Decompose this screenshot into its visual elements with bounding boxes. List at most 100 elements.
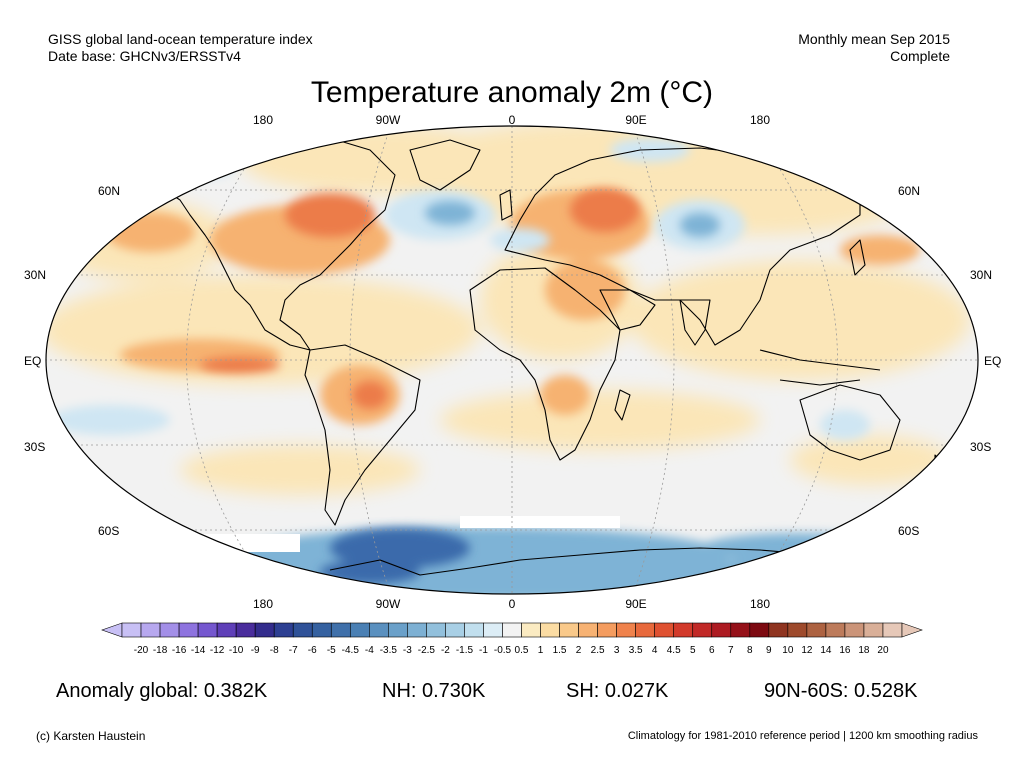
colorbar-tick-label: -5 xyxy=(326,645,336,656)
uk-outline xyxy=(499,189,513,221)
north-america-outline xyxy=(149,137,396,351)
colorbar-tick-label: 8 xyxy=(747,645,753,656)
colorbar-tick-label: 0.5 xyxy=(514,645,529,656)
lon-label-bottom-90w: 90W xyxy=(375,597,401,611)
lon-label-top-180e: 180 xyxy=(749,113,771,127)
colorbar-swatch xyxy=(369,622,389,638)
colorbar-swatch xyxy=(121,622,142,638)
lat-label-right-60s: 60S xyxy=(898,524,920,538)
global-anomaly: Anomaly global: 0.382K xyxy=(56,680,268,702)
colorbar-swatch xyxy=(578,622,598,638)
colorbar-swatch xyxy=(844,622,865,638)
globe-border xyxy=(45,125,979,595)
colorbar-tick-label: -2 xyxy=(440,645,450,656)
lon-label-bottom-180e: 180 xyxy=(749,597,771,611)
colorbar-tick-label: -12 xyxy=(209,645,225,656)
colorbar-swatch xyxy=(787,622,808,638)
colorbar-tick-label: -3.5 xyxy=(379,645,397,656)
colorbar-swatch xyxy=(521,622,541,638)
colorbar-swatch xyxy=(407,622,427,638)
colorbar-swatch xyxy=(464,622,484,638)
lat-label-left-30s: 30S xyxy=(24,440,46,454)
japan-outline xyxy=(849,239,866,276)
database-label: Date base: GHCNv3/ERSSTv4 xyxy=(48,48,241,64)
colorbar-tick-label: 9 xyxy=(766,645,772,656)
colorbar-swatch xyxy=(692,622,713,638)
south-america-outline xyxy=(304,344,421,526)
status-label: Complete xyxy=(890,48,950,64)
colorbar-swatch xyxy=(235,622,256,638)
colorbar-min-arrow xyxy=(101,622,123,638)
colorbar-tick-label: 1 xyxy=(537,645,544,656)
lat-label-right-30n: 30N xyxy=(970,268,993,282)
colorbar-tick-label: -14 xyxy=(190,645,206,656)
colorbar-swatch xyxy=(673,622,694,638)
colorbar-tick-label: 5 xyxy=(689,645,696,656)
arabia-outline xyxy=(599,289,656,331)
band-anomaly: 90N-60S: 0.528K xyxy=(764,680,918,702)
colorbar-tick-label: 10 xyxy=(782,645,794,656)
climatology-note: Climatology for 1981-2010 reference peri… xyxy=(627,730,978,742)
colorbar-swatch xyxy=(749,622,770,638)
colorbar-tick-label: -9 xyxy=(250,645,260,656)
colorbar-tick-label: 4.5 xyxy=(666,645,681,656)
colorbar-max-arrow xyxy=(901,622,923,638)
colorbar-tick-label: -7 xyxy=(288,645,298,656)
africa-outline xyxy=(469,267,621,461)
colorbar-tick-label: 1.5 xyxy=(552,645,567,656)
credit: (c) Karsten Haustein xyxy=(36,729,146,743)
colorbar-swatch xyxy=(483,622,503,638)
colorbar-tick-label: -1 xyxy=(479,645,488,656)
colorbar-tick-label: 18 xyxy=(858,645,870,656)
graticule xyxy=(46,126,978,594)
colorbar-swatch xyxy=(254,622,275,638)
lon-label-top-90e: 90E xyxy=(625,113,647,127)
warm-strong-regions xyxy=(200,188,640,409)
colorbar-tick-label: 3.5 xyxy=(628,645,643,656)
colorbar-swatch xyxy=(768,622,789,638)
colorbar-swatch xyxy=(806,622,827,638)
colorbar-swatch xyxy=(349,622,370,638)
colorbar-tick-label: 20 xyxy=(877,645,889,656)
colorbar-swatch xyxy=(273,622,294,638)
colorbar-tick-label: -6 xyxy=(307,645,317,656)
lat-label-left-60s: 60S xyxy=(98,524,120,538)
colorbar-swatch xyxy=(635,622,655,638)
colorbar-tick-label: 7 xyxy=(727,645,734,656)
lat-label-right-30s: 30S xyxy=(970,440,992,454)
lon-label-bottom-180w: 180 xyxy=(252,597,274,611)
australia-outline xyxy=(799,384,901,461)
maritime-continent-outline xyxy=(759,349,881,386)
nh-anomaly: NH: 0.730K xyxy=(382,680,486,702)
colorbar-tick-label: -4 xyxy=(364,645,374,656)
lon-label-bottom-0: 0 xyxy=(508,597,516,611)
new-zealand-outline xyxy=(934,454,946,481)
colorbar-swatch xyxy=(311,622,332,638)
colorbar-swatch xyxy=(559,622,579,638)
colorbar-swatch xyxy=(197,622,218,638)
colorbar-tick-label: -10 xyxy=(228,645,244,656)
colorbar-tick-label: 2.5 xyxy=(590,645,605,656)
colorbar-swatch xyxy=(711,622,732,638)
colorbar-tick-label: -0.5 xyxy=(493,645,512,656)
colorbar-tick-label: 2 xyxy=(575,645,582,656)
colorbar-swatch xyxy=(178,622,199,638)
colorbar-swatch xyxy=(388,622,408,638)
india-outline xyxy=(679,299,711,346)
colorbar-swatch xyxy=(140,622,161,638)
greenland-outline xyxy=(409,139,481,191)
colorbar xyxy=(101,622,923,638)
colorbar-swatch xyxy=(825,622,846,638)
colorbar-tick-label: -3 xyxy=(402,645,412,656)
colorbar-tick-label: -20 xyxy=(133,645,149,656)
warm-mid-regions xyxy=(105,190,920,425)
colorbar-swatch xyxy=(616,622,636,638)
lon-label-bottom-90e: 90E xyxy=(625,597,647,611)
lat-label-left-eq: EQ xyxy=(24,354,42,368)
colorbar-tick-label: -8 xyxy=(269,645,279,656)
lat-label-right-eq: EQ xyxy=(984,354,1002,368)
colorbar-tick-label: -18 xyxy=(152,645,168,656)
colorbar-tick-label: 12 xyxy=(801,645,813,656)
colorbar-swatch xyxy=(330,622,351,638)
